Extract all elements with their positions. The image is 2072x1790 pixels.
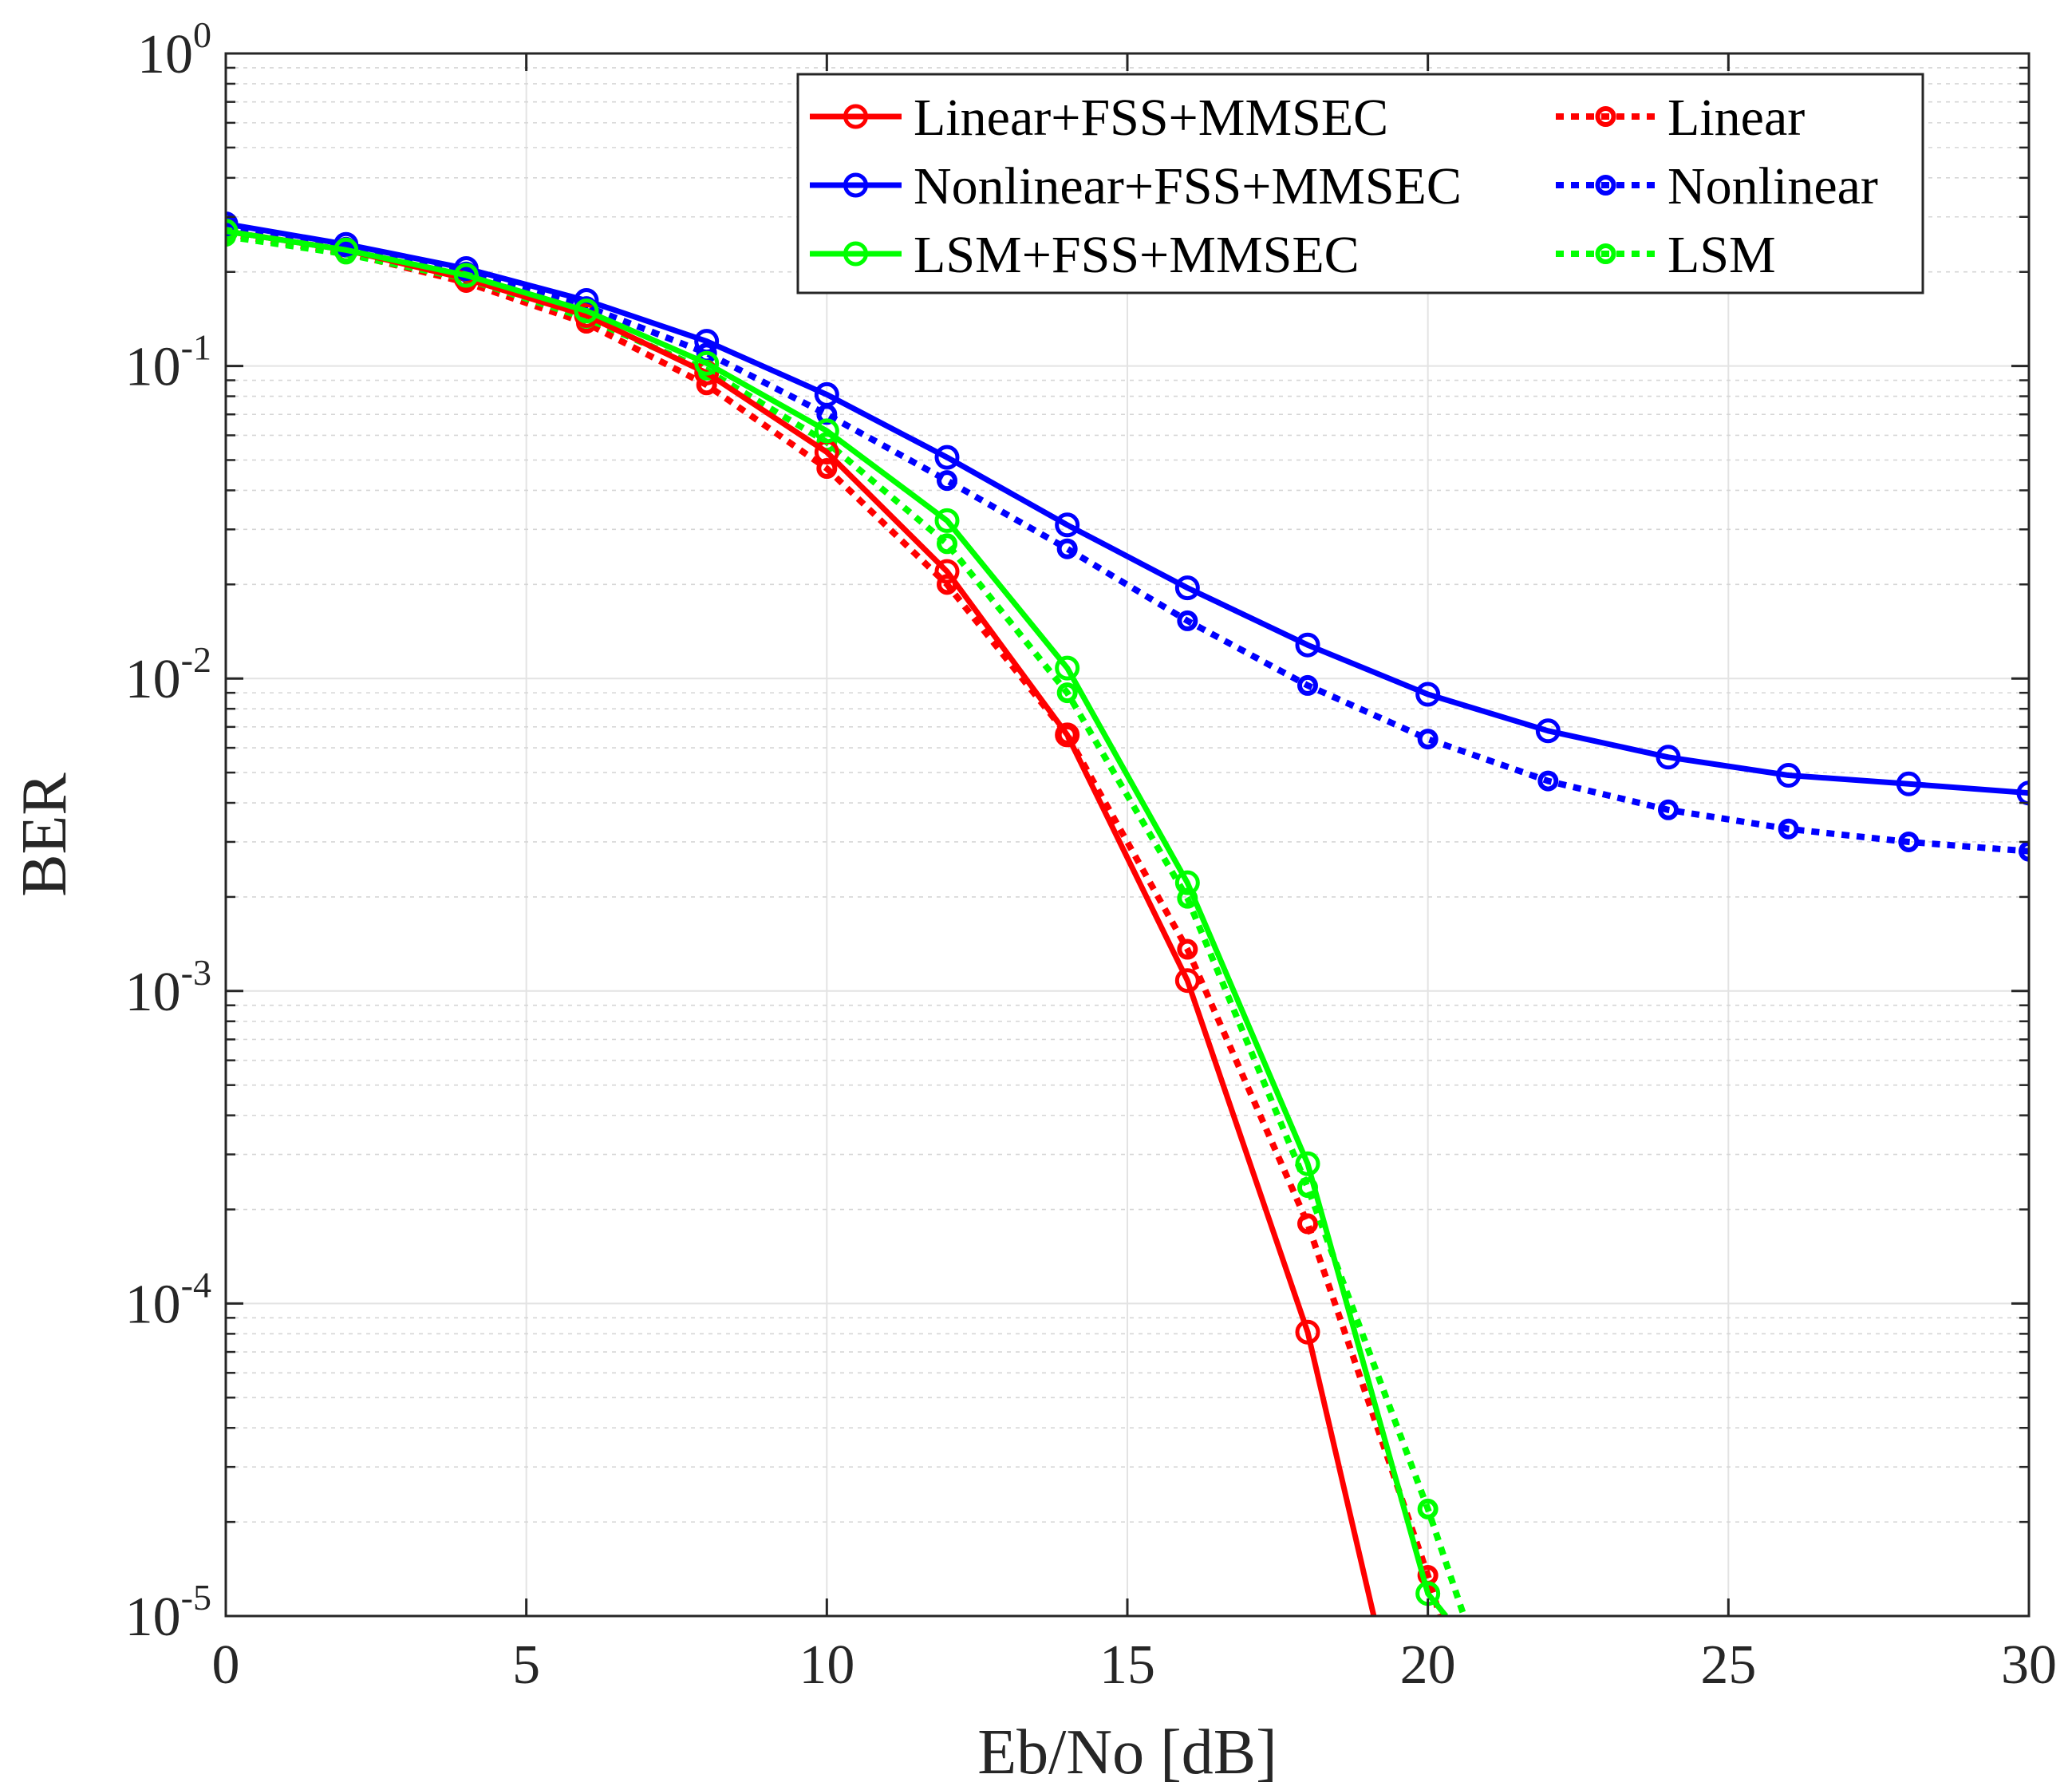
series-nonlinear-fss-mmsec xyxy=(226,211,2029,806)
legend-label: Nonlinear xyxy=(1667,157,1878,215)
data-point xyxy=(814,418,839,444)
y-tick-label: 100 xyxy=(137,14,211,85)
series-lines xyxy=(226,211,2029,1616)
legend-label: Nonlinear+FSS+MMSEC xyxy=(914,157,1462,215)
legend-label: LSM xyxy=(1667,226,1776,284)
data-point xyxy=(333,237,359,263)
data-point xyxy=(694,350,720,376)
legend-entry: Linear+FSS+MMSEC xyxy=(810,89,1388,147)
legend-entry: Nonlinear+FSS+MMSEC xyxy=(810,157,1462,215)
x-tick-label: 20 xyxy=(1400,1634,1456,1696)
data-point xyxy=(1776,763,1802,788)
x-axis-label: Eb/No [dB] xyxy=(977,1717,1277,1788)
series-line xyxy=(226,223,2029,855)
legend-box xyxy=(796,73,1924,294)
x-tick-label: 25 xyxy=(1700,1634,1756,1696)
series-line xyxy=(226,228,1449,1616)
y-tick-label: 10-5 xyxy=(125,1577,211,1648)
legend-swatch-marker xyxy=(843,104,868,129)
legend-swatch-marker xyxy=(843,172,868,198)
data-point xyxy=(1417,1498,1439,1519)
data-point xyxy=(1295,1319,1320,1345)
y-axis-label: BER xyxy=(10,773,80,897)
data-point xyxy=(2019,840,2029,862)
data-point xyxy=(937,470,957,492)
data-point xyxy=(1174,575,1200,601)
data-point xyxy=(1174,968,1200,994)
data-point xyxy=(934,559,960,584)
data-point xyxy=(1297,674,1318,696)
legend-label: Linear xyxy=(1667,89,1805,147)
data-point xyxy=(1056,682,1078,704)
data-point xyxy=(937,533,957,555)
y-tick-label: 10-3 xyxy=(125,952,211,1023)
legend-label: Linear+FSS+MMSEC xyxy=(914,89,1388,147)
data-point xyxy=(1297,1213,1318,1235)
x-tick-label: 0 xyxy=(212,1634,240,1696)
legend-label: LSM+FSS+MMSEC xyxy=(914,226,1360,284)
y-tick-label: 10-1 xyxy=(125,327,211,398)
x-tick-label: 30 xyxy=(2001,1634,2057,1696)
data-point xyxy=(453,256,479,282)
data-point xyxy=(453,263,479,288)
legend-entry: Nonlinear xyxy=(1556,157,1878,215)
data-point xyxy=(226,211,239,236)
data-point xyxy=(1055,722,1080,748)
grid xyxy=(225,53,2030,1617)
y-tick-label: 10-2 xyxy=(125,639,211,710)
data-point xyxy=(1055,512,1080,538)
data-point xyxy=(1056,538,1078,559)
data-point xyxy=(1778,818,1799,840)
data-point xyxy=(1535,718,1561,744)
legend-entry: Linear xyxy=(1556,89,1805,147)
data-point xyxy=(814,381,839,407)
data-point xyxy=(816,458,838,480)
legend-swatch-marker xyxy=(843,241,868,267)
x-tick-label: 5 xyxy=(512,1634,540,1696)
data-point xyxy=(1417,729,1439,750)
data-point xyxy=(1658,799,1679,820)
data-point xyxy=(226,219,239,244)
y-tick-label: 10-4 xyxy=(125,1264,211,1335)
series-line xyxy=(226,221,2029,796)
data-point xyxy=(1537,770,1559,792)
data-point xyxy=(574,298,599,324)
legend-entry: LSM xyxy=(1556,226,1776,284)
legend-swatch-marker xyxy=(1595,175,1616,196)
legend-entry: LSM+FSS+MMSEC xyxy=(810,226,1360,284)
data-point xyxy=(1898,831,1920,852)
data-point xyxy=(1415,682,1441,707)
data-point xyxy=(1055,655,1080,681)
data-point xyxy=(1177,610,1198,631)
legend-swatch-marker xyxy=(1595,106,1616,127)
data-point xyxy=(934,445,960,470)
data-point xyxy=(1295,632,1320,658)
data-point xyxy=(1656,745,1681,770)
data-point xyxy=(2016,780,2029,806)
x-tick-label: 10 xyxy=(799,1634,854,1696)
x-tick-label: 15 xyxy=(1099,1634,1155,1696)
data-point xyxy=(1056,724,1078,745)
legend: Linear+FSS+MMSEC Nonlinear+FSS+MMSEC LSM+F… xyxy=(796,73,1924,294)
data-point xyxy=(934,508,960,533)
data-point xyxy=(1174,870,1200,895)
legend-swatch-marker xyxy=(1595,243,1616,264)
data-point xyxy=(1896,771,1921,796)
data-point xyxy=(1177,938,1198,960)
data-point xyxy=(1295,1151,1320,1176)
axis-ticks: 0 5 10 15 20 25 30 100 10-1 10-2 10-3 10-4 10-5 xyxy=(125,14,2057,1696)
